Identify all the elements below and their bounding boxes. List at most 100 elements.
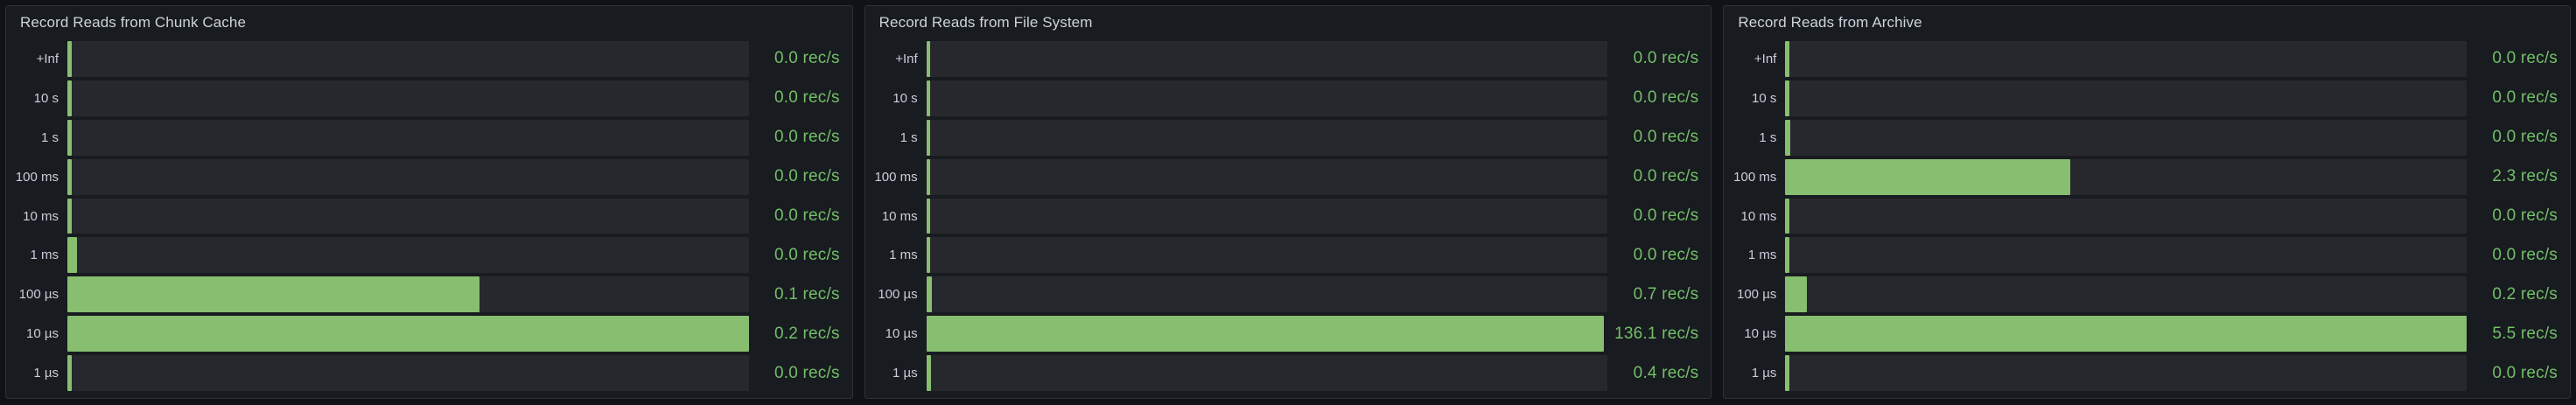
bar-gauge-row[interactable]: 1 ms 0.0 rec/s [13, 237, 844, 274]
bar-gauge-label: 10 µs [26, 326, 59, 342]
bar-gauge-bar [1785, 316, 2468, 353]
bar-gauge-row[interactable]: 100 µs 0.2 rec/s [1731, 276, 2561, 313]
bar-gauge-row[interactable]: 10 µs 5.5 rec/s [1731, 316, 2561, 353]
bar-gauge-value: 0.4 rec/s [1633, 363, 1699, 382]
bar-gauge-track [1785, 237, 2468, 274]
bar-gauge-row[interactable]: 10 ms 0.0 rec/s [872, 198, 1703, 234]
bar-gauge-fill [1785, 80, 1790, 116]
bar-gauge-fill [1785, 276, 1808, 313]
bar-gauge-label: 10 ms [23, 208, 59, 224]
bar-gauge-label: 100 µs [878, 287, 918, 303]
bar-gauge-row[interactable]: 100 ms 2.3 rec/s [1731, 158, 2561, 195]
bar-gauge-label: 10 ms [881, 208, 918, 224]
bar-gauge-list: +Inf 0.0 rec/s 10 s 0.0 rec/s 1 s [6, 39, 852, 398]
bar-gauge-row[interactable]: 1 s 0.0 rec/s [872, 119, 1703, 156]
bar-gauge-bar [926, 316, 1605, 353]
bar-gauge-row[interactable]: +Inf 0.0 rec/s [1731, 41, 2561, 77]
bar-gauge-row[interactable]: 10 s 0.0 rec/s [13, 80, 844, 116]
panel-record-reads-archive[interactable]: Record Reads from Archive +Inf 0.0 rec/s… [1723, 5, 2572, 399]
bar-gauge-row[interactable]: 100 µs 0.7 rec/s [872, 276, 1703, 313]
bar-gauge-fill [1785, 158, 2070, 195]
bar-gauge-row[interactable]: 100 ms 0.0 rec/s [872, 158, 1703, 195]
bar-gauge-bar [1785, 276, 2468, 313]
bar-gauge-bar [926, 41, 1608, 77]
bar-gauge-label: +Inf [36, 51, 59, 66]
bar-gauge-track [1785, 198, 2468, 234]
bar-gauge-row[interactable]: +Inf 0.0 rec/s [872, 41, 1703, 77]
bar-gauge-value: 0.0 rec/s [2492, 245, 2558, 264]
bar-gauge-value: 0.2 rec/s [2492, 284, 2558, 304]
bar-gauge-fill [67, 355, 72, 392]
bar-gauge-label: 1 µs [892, 366, 918, 381]
panel-record-reads-chunk-cache[interactable]: Record Reads from Chunk Cache +Inf 0.0 r… [5, 5, 853, 399]
bar-gauge-label: 100 ms [15, 169, 59, 185]
bar-gauge-row[interactable]: 10 s 0.0 rec/s [1731, 80, 2561, 116]
bar-gauge-row[interactable]: 100 µs 0.1 rec/s [13, 276, 844, 313]
bar-gauge-fill [926, 198, 931, 234]
bar-gauge-bar [1785, 119, 2468, 156]
bar-gauge-track [926, 80, 1608, 116]
bar-gauge-value: 5.5 rec/s [2492, 324, 2558, 343]
bar-gauge-value: 0.0 rec/s [774, 363, 840, 382]
bar-gauge-bar [926, 80, 1608, 116]
panel-header[interactable]: Record Reads from Chunk Cache [6, 6, 852, 39]
bar-gauge-row[interactable]: +Inf 0.0 rec/s [13, 41, 844, 77]
bar-gauge-label: 1 µs [1751, 366, 1777, 381]
bar-gauge-bar [926, 198, 1608, 234]
bar-gauge-fill [67, 276, 480, 313]
bar-gauge-track [67, 41, 749, 77]
bar-gauge-track [67, 355, 749, 392]
bar-gauge-label: +Inf [895, 51, 918, 66]
bar-gauge-label: 10 µs [885, 326, 918, 342]
bar-gauge-bar [926, 158, 1608, 195]
bar-gauge-fill [926, 237, 931, 274]
bar-gauge-row[interactable]: 10 µs 136.1 rec/s [872, 316, 1703, 353]
bar-gauge-row[interactable]: 1 s 0.0 rec/s [13, 119, 844, 156]
bar-gauge-bar [1785, 158, 2468, 195]
bar-gauge-row[interactable]: 100 ms 0.0 rec/s [13, 158, 844, 195]
bar-gauge-track [67, 198, 749, 234]
bar-gauge-track [1785, 80, 2468, 116]
bar-gauge-fill [1785, 237, 1790, 274]
panel-title: Record Reads from Archive [1738, 14, 1922, 31]
bar-gauge-list: +Inf 0.0 rec/s 10 s 0.0 rec/s 1 s [865, 39, 1712, 398]
bar-gauge-fill [67, 198, 72, 234]
bar-gauge-track [67, 80, 749, 116]
bar-gauge-row[interactable]: 1 ms 0.0 rec/s [872, 237, 1703, 274]
bar-gauge-bar [1785, 237, 2468, 274]
panel-header[interactable]: Record Reads from File System [865, 6, 1712, 39]
bar-gauge-value: 0.0 rec/s [2492, 128, 2558, 147]
bar-gauge-row[interactable]: 10 µs 0.2 rec/s [13, 316, 844, 353]
bar-gauge-row[interactable]: 10 s 0.0 rec/s [872, 80, 1703, 116]
bar-gauge-label: 10 s [1751, 90, 1777, 106]
bar-gauge-row[interactable]: 1 s 0.0 rec/s [1731, 119, 2561, 156]
bar-gauge-bar [67, 237, 749, 274]
bar-gauge-label: 1 ms [30, 248, 59, 263]
bar-gauge-row[interactable]: 1 ms 0.0 rec/s [1731, 237, 2561, 274]
bar-gauge-label: 1 s [40, 129, 59, 145]
bar-gauge-value: 0.2 rec/s [774, 324, 840, 343]
bar-gauge-fill [926, 276, 932, 313]
bar-gauge-row[interactable]: 1 µs 0.0 rec/s [13, 355, 844, 392]
bar-gauge-bar [1785, 355, 2468, 392]
panel-record-reads-file-system[interactable]: Record Reads from File System +Inf 0.0 r… [864, 5, 1712, 399]
bar-gauge-track [1785, 41, 2468, 77]
bar-gauge-value: 0.0 rec/s [2492, 363, 2558, 382]
bar-gauge-value: 0.0 rec/s [774, 49, 840, 68]
bar-gauge-label: 1 ms [889, 248, 918, 263]
bar-gauge-bar [67, 276, 749, 313]
bar-gauge-row[interactable]: 1 µs 0.4 rec/s [872, 355, 1703, 392]
bar-gauge-label: 1 s [1759, 129, 1777, 145]
bar-gauge-row[interactable]: 10 ms 0.0 rec/s [1731, 198, 2561, 234]
bar-gauge-bar [926, 355, 1608, 392]
bar-gauge-bar [1785, 41, 2468, 77]
bar-gauge-row[interactable]: 10 ms 0.0 rec/s [13, 198, 844, 234]
bar-gauge-bar [1785, 198, 2468, 234]
panel-header[interactable]: Record Reads from Archive [1724, 6, 2570, 39]
bar-gauge-fill [1785, 198, 1790, 234]
bar-gauge-fill [1785, 355, 1790, 392]
bar-gauge-row[interactable]: 1 µs 0.0 rec/s [1731, 355, 2561, 392]
bar-gauge-bar [926, 237, 1608, 274]
bar-gauge-fill [67, 119, 72, 156]
bar-gauge-label: 1 s [900, 129, 918, 145]
